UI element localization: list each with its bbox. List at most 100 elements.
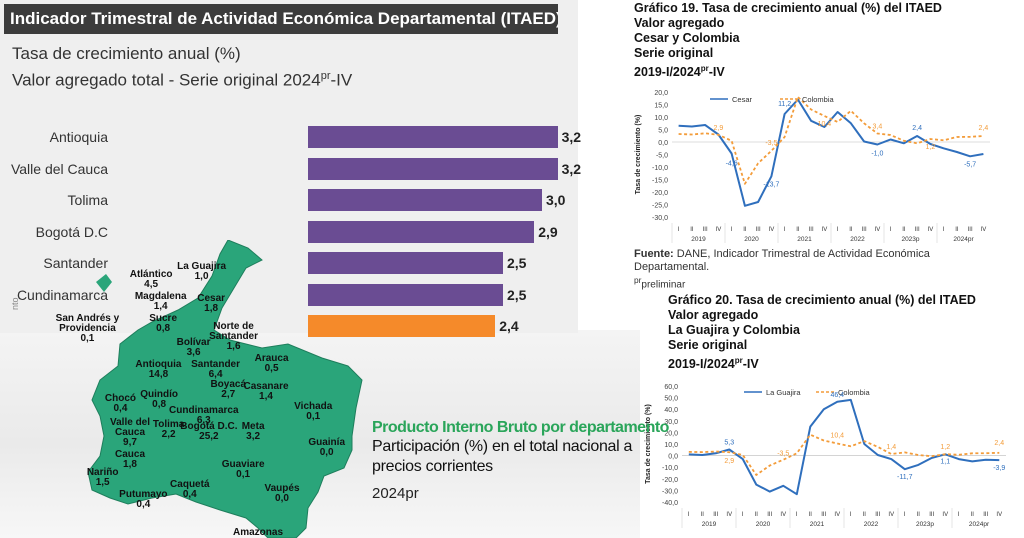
department-label: Arauca 0,5	[254, 353, 289, 374]
x-tick-label: II	[755, 512, 759, 518]
bar	[308, 126, 558, 148]
x-year-label: 2019	[691, 236, 706, 243]
data-label: -5,7	[964, 161, 976, 168]
y-tick-label: 10,0	[664, 442, 678, 449]
department-label: Guaviare 0,1	[221, 459, 265, 480]
department-label: Bolívar 3,6	[176, 337, 211, 358]
x-tick-label: III	[968, 227, 973, 233]
bar	[308, 157, 558, 180]
department-label: Vichada 0,1	[294, 401, 333, 422]
x-tick-label: II	[743, 227, 747, 233]
x-year-label: 2021	[797, 236, 812, 243]
bar-category-label: Antioquia	[49, 129, 108, 145]
bar-category-label: Valle del Cauca	[10, 160, 108, 177]
series-line	[688, 398, 1000, 496]
department-label: Magdalena 1,4	[134, 291, 187, 312]
x-year-label: 2022	[864, 521, 879, 528]
legend-label: Colombia	[802, 95, 835, 104]
y-tick-label: 20,0	[654, 90, 668, 97]
y-axis-label: Tasa de crecimiento (%)	[645, 404, 652, 484]
y-tick-label: -10,0	[652, 165, 668, 172]
x-year-label: 2020	[756, 521, 771, 528]
map-shape	[87, 239, 363, 538]
x-tick-label: I	[678, 227, 680, 233]
department-label: San Andrés y Providencia 0,1	[55, 313, 120, 344]
bar-category-label: Tolima	[67, 192, 108, 208]
x-tick-label: IV	[726, 512, 732, 518]
y-tick-label: 0,0	[658, 140, 668, 147]
data-label: -11,7	[897, 474, 913, 481]
chart-20-plot: 60,0 50,0 40,0 30,0 20,0 10,0 0,0 -10,0 -20,0 -30…	[645, 384, 1006, 528]
data-label: 2,4	[994, 440, 1004, 447]
y-tick-label: -5,0	[656, 153, 668, 160]
y-tick-label: 0,0	[668, 454, 678, 461]
data-label: 2,4	[979, 125, 989, 132]
x-tick-label: III	[756, 227, 761, 233]
department-label: Amazonas	[232, 527, 284, 538]
bar-row: 2,4	[0, 313, 578, 339]
y-tick-label: -30,0	[652, 215, 668, 222]
map-island	[96, 274, 112, 292]
department-label: Bogotá D.C. 25,2	[180, 421, 238, 442]
y-tick-label: 30,0	[664, 419, 678, 426]
x-tick-label: III	[821, 512, 826, 518]
x-tick-label: IV	[981, 227, 987, 233]
y-tick-label: -40,0	[662, 500, 678, 507]
department-label: Norte de Santander 1,6	[209, 321, 259, 352]
bar-row: Tolima 3,0	[0, 187, 578, 213]
department-label: Atlántico 4,5	[129, 269, 173, 290]
bar	[308, 220, 535, 243]
bar-category-label: Santander	[43, 255, 108, 271]
department-label: Santander 6,4	[191, 359, 241, 380]
department-label: Cundinamarca 6,3	[169, 405, 239, 426]
bar	[308, 252, 503, 274]
bar-value-label: 2,4	[499, 318, 519, 334]
y-tick-label: -15,0	[652, 178, 668, 185]
department-label: Antioquia 14,8	[135, 359, 182, 380]
data-label: -3,9	[993, 465, 1005, 472]
department-label: Cauca 1,8	[114, 449, 146, 470]
bar-row: Valle del Cauca 3,2	[0, 156, 582, 182]
series-line	[678, 96, 984, 185]
x-tick-label: III	[929, 512, 934, 518]
x-tick-label: I	[784, 227, 786, 233]
data-label: 1,1	[940, 458, 950, 465]
department-label: Quindío 0,8	[140, 389, 179, 410]
y-tick-label: 40,0	[664, 407, 678, 414]
x-tick-label: III	[875, 512, 880, 518]
x-tick-label: I	[850, 512, 852, 518]
x-year-label: 2023p	[916, 521, 934, 528]
data-label: -4,6	[726, 161, 738, 168]
x-tick-label: IV	[928, 227, 934, 233]
x-tick-label: IV	[996, 512, 1002, 518]
x-tick-label: II	[902, 227, 906, 233]
legend-label: Cesar	[732, 95, 753, 104]
colombia-map: La Guajira 1,0 Atlántico 4,5 Magdalena 1,4 Ces…	[0, 239, 520, 538]
bar-value-label: 3,0	[546, 192, 566, 208]
chart-19-title: Gráfico 19. Tasa de crecimiento anual (%…	[634, 1, 942, 15]
bar-row: Cundinamarca 2,5	[0, 282, 578, 308]
y-tick-label: -20,0	[652, 190, 668, 197]
x-tick-label: IV	[834, 512, 840, 518]
itaed-bar-panel: Indicador Trimestral de Actividad Económ…	[0, 0, 582, 337]
x-tick-label: III	[703, 227, 708, 233]
department-label: Guainía 0,0	[308, 437, 346, 458]
panel-header: Indicador Trimestral de Actividad Económ…	[4, 4, 558, 34]
y-tick-label: -20,0	[662, 477, 678, 484]
bar-value-label: 3,2	[561, 160, 582, 177]
data-label: 10,4	[830, 433, 844, 440]
x-tick-label: III	[809, 227, 814, 233]
series-line	[678, 98, 984, 207]
x-year-label: 2024pr	[953, 236, 974, 243]
chart-19-source: Fuente: DANE, Indicador Trimestral de Ac…	[634, 248, 930, 260]
data-label: 11,2	[778, 101, 791, 108]
y-tick-label: 10,0	[654, 115, 668, 122]
y-axis-label: Tasa de crecimiento (%)	[635, 115, 642, 195]
chart-19-note: prpreliminar	[634, 275, 686, 291]
x-tick-label: III	[767, 512, 772, 518]
x-tick-label: II	[917, 512, 921, 518]
x-year-label: 2024pr	[969, 521, 990, 528]
data-label: -3,5	[765, 140, 777, 147]
x-tick-label: II	[971, 512, 975, 518]
pib-title: Producto Interno Bruto por departamento	[372, 419, 669, 436]
